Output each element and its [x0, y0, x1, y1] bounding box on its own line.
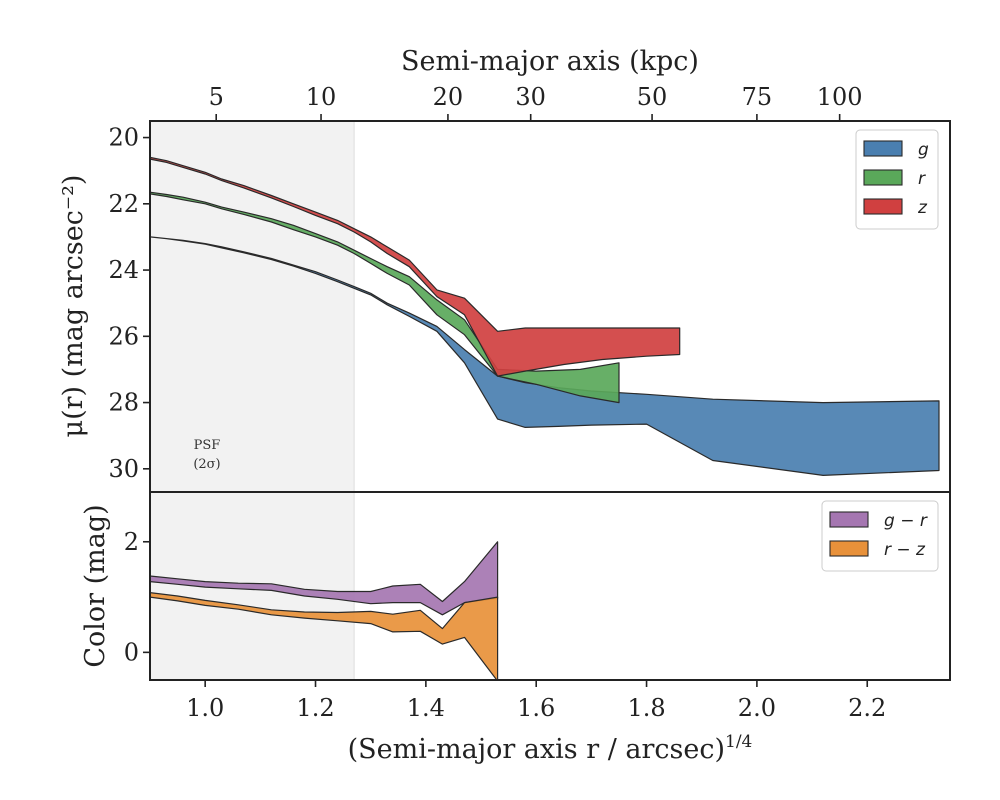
legend-layer: grz g − r r − z	[821, 129, 939, 572]
ytick-label-color-0: 0	[124, 638, 139, 666]
x-axis-title-exponent: 1/4	[725, 732, 752, 752]
legend-swatch-surface-brightness-1	[863, 169, 903, 186]
ytick-label-color-2: 2	[124, 528, 139, 556]
legend-swatch-color-0	[829, 511, 869, 528]
bottom-panel-y-axis-title: Color (mag)	[80, 504, 111, 667]
top-tick-label-6: 100	[817, 83, 863, 111]
x-axis-title: (Semi-major axis r / arcsec)1/4	[348, 732, 753, 765]
legend-swatch-surface-brightness-0	[863, 140, 903, 157]
top-tick-label-5: 75	[742, 83, 773, 111]
legend-swatch-color-1	[829, 540, 869, 557]
top-tick-label-3: 30	[515, 83, 546, 111]
ytick-label-surface-brightness-24: 24	[108, 256, 139, 284]
axes-layer: 20 22 24 26 28 30 0 2 1.0 1.2 1.4 1.6 1.8 2.0 2.2 5 10 20…	[108, 83, 951, 722]
panel-color-series	[150, 541, 499, 680]
band-surface-brightness-2	[150, 156, 681, 377]
legend-color: g − r r − z	[821, 500, 939, 572]
top-panel-y-axis-title: μ(r) (mag arcsec⁻²)	[58, 175, 89, 438]
band-surface-brightness-0	[150, 236, 940, 476]
panel-surface-brightness-series	[150, 156, 940, 476]
legend-surface-brightness: grz	[855, 129, 939, 230]
data-layer	[150, 156, 940, 680]
legend-label-surface-brightness-1: r	[918, 169, 926, 189]
top-tick-label-0: 5	[209, 83, 224, 111]
xtick-label-0: 1.0	[186, 694, 224, 722]
xtick-label-1: 1.2	[296, 694, 334, 722]
legend-label-color-1: r − z	[884, 540, 926, 560]
xtick-label-3: 1.6	[517, 694, 555, 722]
top-tick-label-4: 50	[637, 83, 668, 111]
legend-swatch-surface-brightness-2	[863, 198, 903, 215]
psf-label-line1: PSF	[194, 438, 221, 453]
top-tick-label-2: 20	[433, 83, 464, 111]
x-axis-title-text: (Semi-major axis r / arcsec)	[348, 734, 725, 765]
band-surface-brightness-1	[150, 191, 620, 404]
band-color-1	[150, 592, 499, 680]
ytick-label-surface-brightness-28: 28	[108, 389, 139, 417]
xtick-label-2: 1.4	[407, 694, 445, 722]
legend-label-surface-brightness-0: g	[918, 140, 929, 160]
legend-label-surface-brightness-2: z	[917, 198, 928, 218]
xtick-label-6: 2.2	[848, 694, 886, 722]
psf-label-line2: (2σ)	[193, 457, 220, 472]
legend-label-color-0: g − r	[884, 511, 928, 531]
xtick-label-5: 2.0	[738, 694, 776, 722]
top-axis-title: Semi-major axis (kpc)	[401, 46, 699, 77]
ytick-label-surface-brightness-22: 22	[108, 190, 139, 218]
panel-frame-color	[149, 491, 951, 681]
xtick-label-4: 1.8	[627, 694, 665, 722]
ytick-label-surface-brightness-30: 30	[108, 455, 139, 483]
top-tick-label-1: 10	[306, 83, 337, 111]
ytick-label-surface-brightness-20: 20	[108, 124, 139, 152]
ytick-label-surface-brightness-26: 26	[108, 322, 139, 350]
